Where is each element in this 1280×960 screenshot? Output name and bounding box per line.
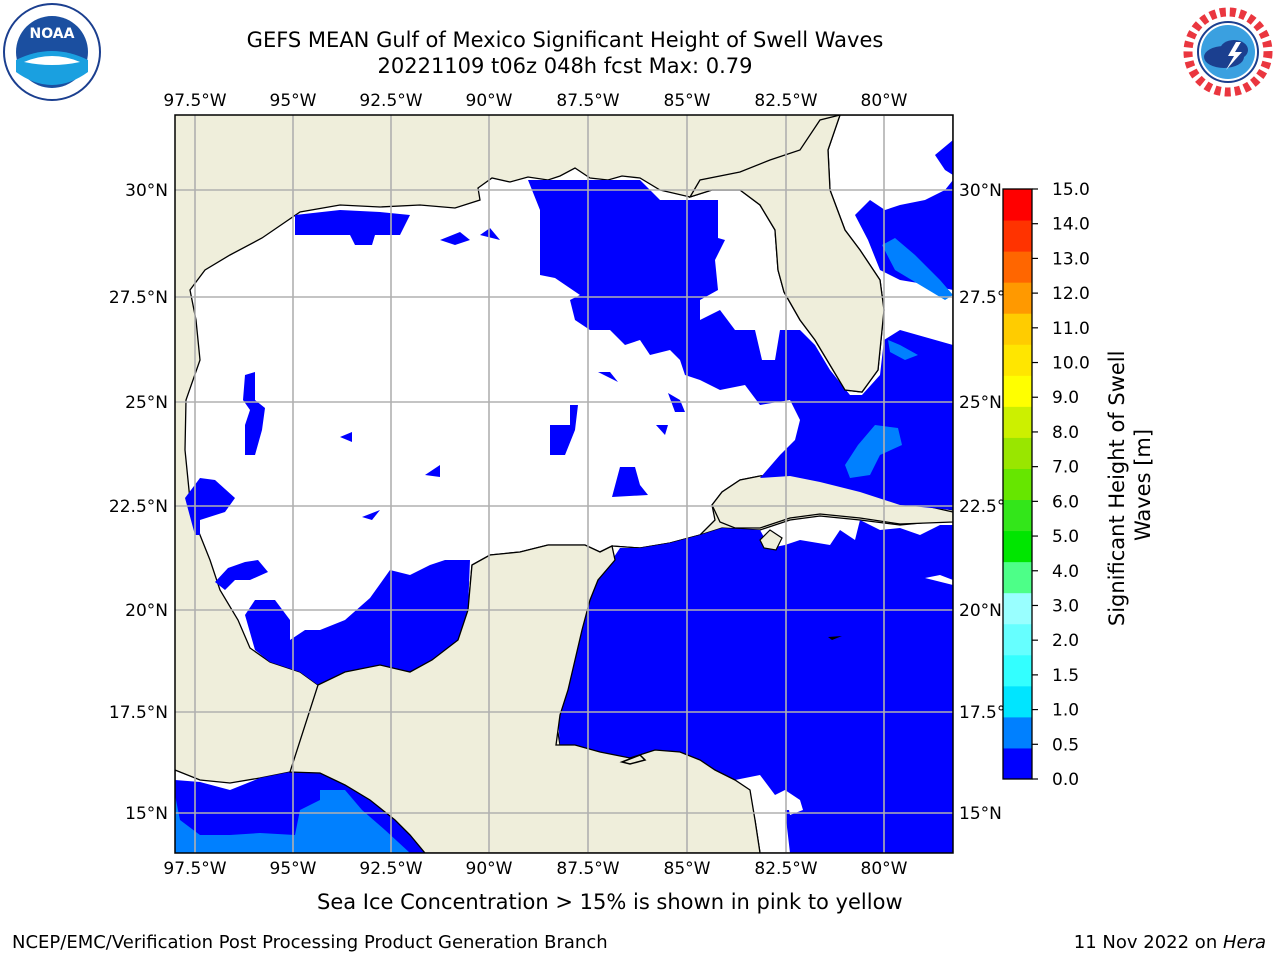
colorbar-tick-label: 12.0 bbox=[1052, 284, 1090, 304]
footer-credit: NCEP/EMC/Verification Post Processing Pr… bbox=[12, 932, 608, 953]
noaa-logo: NOAA bbox=[3, 3, 101, 101]
lon-tick-label: 87.5°W bbox=[556, 859, 619, 879]
colorbar-segment bbox=[1003, 375, 1032, 407]
lon-tick-label: 87.5°W bbox=[556, 91, 619, 111]
colorbar-segment bbox=[1003, 282, 1032, 314]
swell-0.5-1m bbox=[175, 238, 953, 853]
svg-text:NOAA: NOAA bbox=[30, 26, 75, 42]
plot-title: GEFS MEAN Gulf of Mexico Significant Hei… bbox=[246, 28, 884, 52]
colorbar-tick-label: 14.0 bbox=[1052, 215, 1090, 235]
colorbar-segment bbox=[1003, 654, 1032, 687]
footer-date-text: 11 Nov 2022 on bbox=[1073, 932, 1223, 953]
lat-tick-label: 25°N bbox=[959, 393, 1002, 413]
lat-tick-label: 30°N bbox=[125, 181, 168, 201]
yucatan-land bbox=[289, 544, 761, 853]
colorbar-segment bbox=[1003, 530, 1032, 563]
colorbar-segment bbox=[1003, 685, 1032, 718]
colorbar-segment bbox=[1003, 623, 1032, 656]
colorbar-segment bbox=[1003, 747, 1032, 780]
colorbar-segment bbox=[1003, 220, 1032, 252]
colorbar-tick-label: 1.0 bbox=[1052, 701, 1079, 721]
lat-tick-label: 27.5°N bbox=[109, 288, 168, 308]
island bbox=[828, 636, 842, 640]
colorbar-segment bbox=[1003, 189, 1032, 221]
lon-tick-label: 90°W bbox=[466, 859, 513, 879]
water-gap bbox=[785, 790, 803, 815]
national-weather-service-logo bbox=[1181, 5, 1275, 99]
swell-0-0.5m bbox=[175, 140, 953, 853]
lat-tick-label: 15°N bbox=[959, 804, 1002, 824]
colorbar-segment bbox=[1003, 313, 1032, 345]
colorbar-segment bbox=[1003, 716, 1032, 749]
lat-tick-label: 30°N bbox=[959, 181, 1002, 201]
colorbar-tick-label: 1.5 bbox=[1052, 666, 1079, 686]
colorbar-tick-label: 7.0 bbox=[1052, 458, 1079, 478]
colorbar-tick-label: 5.0 bbox=[1052, 527, 1079, 547]
lon-tick-label: 95°W bbox=[270, 91, 317, 111]
lat-tick-label: 20°N bbox=[959, 601, 1002, 621]
isla-juventud bbox=[759, 529, 783, 551]
lon-tick-label: 80°W bbox=[861, 859, 908, 879]
colorbar-frame bbox=[1002, 188, 1033, 780]
lon-tick-label: 80°W bbox=[861, 91, 908, 111]
sea-ice-caption: Sea Ice Concentration > 15% is shown in … bbox=[317, 890, 903, 914]
colorbar-segment bbox=[1003, 561, 1032, 594]
lon-tick-label: 92.5°W bbox=[359, 91, 422, 111]
colorbar-tick-label: 3.0 bbox=[1052, 596, 1079, 616]
colorbar-tick-label: 13.0 bbox=[1052, 249, 1090, 269]
colorbar-segment bbox=[1003, 468, 1032, 501]
lon-tick-label: 97.5°W bbox=[163, 859, 226, 879]
colorbar-tick-label: 6.0 bbox=[1052, 492, 1079, 512]
florida-land bbox=[688, 115, 885, 393]
colorbar-ticks: 0.0 0.5 1.0 1.5 2.0 3.0 4.0 5.0 6.0 7.0 8.0 9.0 10.0… bbox=[1032, 180, 1090, 790]
colorbar-segment bbox=[1003, 344, 1032, 376]
colorbar-segment bbox=[1003, 592, 1032, 625]
cuba-land bbox=[711, 473, 953, 529]
colorbar-segment bbox=[1003, 499, 1032, 532]
footer-date: 11 Nov 2022 on Hera bbox=[1074, 932, 1266, 953]
lon-tick-label: 85°W bbox=[664, 91, 711, 111]
colorbar-tick-label: 2.0 bbox=[1052, 631, 1079, 651]
colorbar bbox=[1002, 188, 1033, 780]
colorbar-segment bbox=[1003, 251, 1032, 283]
colorbar-tick-label: 0.0 bbox=[1052, 770, 1079, 790]
map-frame bbox=[174, 114, 954, 854]
colorbar-tick-label: 4.0 bbox=[1052, 562, 1079, 582]
footer-host: Hera bbox=[1222, 932, 1266, 953]
island bbox=[619, 754, 647, 765]
map-area bbox=[175, 115, 953, 853]
lon-ticks-bottom: 97.5°W 95°W 92.5°W 90°W 87.5°W 85°W 82.5°W 80°W bbox=[163, 859, 907, 879]
colorbar-tick-label: 8.0 bbox=[1052, 423, 1079, 443]
lat-tick-label: 17.5°N bbox=[109, 703, 168, 723]
lat-tick-label: 22.5°N bbox=[109, 497, 168, 517]
colorbar-tick-label: 15.0 bbox=[1052, 180, 1090, 200]
lat-ticks-left: 30°N 27.5°N 25°N 22.5°N 20°N 17.5°N 15°N bbox=[109, 181, 168, 824]
colorbar-tick-label: 0.5 bbox=[1052, 735, 1079, 755]
lat-tick-label: 15°N bbox=[125, 804, 168, 824]
plot-subtitle: 20221109 t06z 048h fcst Max: 0.79 bbox=[377, 54, 753, 78]
colorbar-tick-label: 11.0 bbox=[1052, 319, 1090, 339]
gridlines bbox=[175, 115, 953, 853]
colorbar-label: Significant Height of Swell Waves [m] bbox=[1105, 344, 1155, 626]
lon-tick-label: 82.5°W bbox=[754, 91, 817, 111]
lon-tick-label: 92.5°W bbox=[359, 859, 422, 879]
lon-tick-label: 85°W bbox=[664, 859, 711, 879]
lon-ticks-top: 97.5°W 95°W 92.5°W 90°W 87.5°W 85°W 82.5°W 80°W bbox=[163, 91, 907, 111]
lon-tick-label: 90°W bbox=[466, 91, 513, 111]
colorbar-tick-label: 10.0 bbox=[1052, 354, 1090, 374]
lat-tick-label: 20°N bbox=[125, 601, 168, 621]
lat-tick-label: 25°N bbox=[125, 393, 168, 413]
colorbar-tick-label: 9.0 bbox=[1052, 388, 1079, 408]
lon-tick-label: 97.5°W bbox=[163, 91, 226, 111]
colorbar-segment bbox=[1003, 406, 1032, 438]
lon-tick-label: 82.5°W bbox=[754, 859, 817, 879]
lon-tick-label: 95°W bbox=[270, 859, 317, 879]
colorbar-segment bbox=[1003, 437, 1032, 469]
